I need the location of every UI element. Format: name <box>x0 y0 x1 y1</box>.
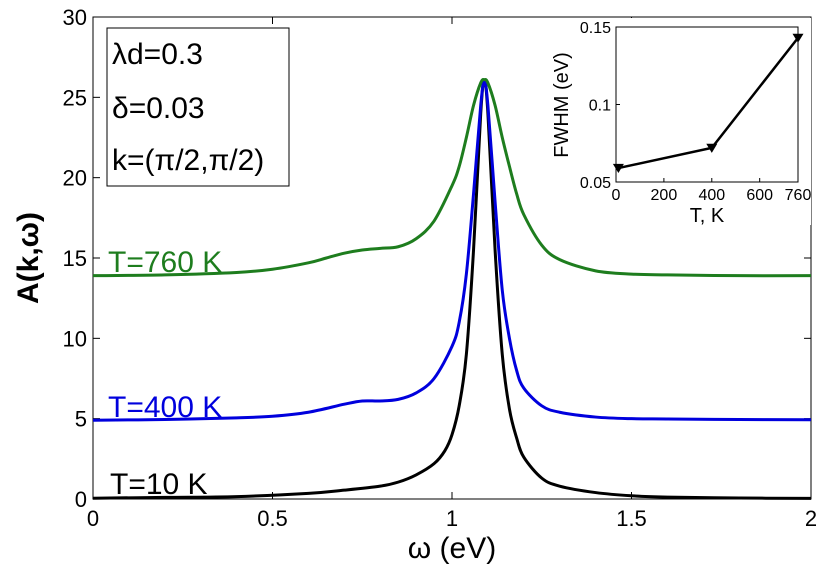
y-tick-label: 15 <box>63 246 87 271</box>
curve-t760 <box>92 78 812 278</box>
annotation-delta: δ=0.03 <box>112 92 205 125</box>
main-curves <box>92 78 812 500</box>
inset-x-axis-label: T, K <box>690 205 725 227</box>
inset-x-tick-label: 200 <box>651 187 678 204</box>
x-tick-label: 1 <box>446 506 458 531</box>
y-tick-label: 10 <box>63 326 87 351</box>
parameter-box <box>106 27 290 187</box>
x-axis-label: ω (eV) <box>408 532 496 565</box>
fwhm-marker <box>706 143 718 153</box>
x-tick-label: 0.5 <box>257 506 288 531</box>
inset-y-tick-label: 0.05 <box>580 175 611 192</box>
inset-plot: 0 200 400 600 760 0.05 0.1 0.15 T, K FWHM (eV) <box>551 18 811 227</box>
inset-axis-ticks: 0 200 400 600 760 0.05 0.1 0.15 <box>580 20 812 204</box>
annotation-lambda: λd=0.3 <box>112 38 203 71</box>
x-tick-label: 2 <box>805 506 817 531</box>
fwhm-marker <box>792 33 804 43</box>
x-tick-label: 0 <box>87 506 99 531</box>
y-tick-label: 20 <box>63 166 87 191</box>
inset-y-tick-label: 0.15 <box>580 20 611 37</box>
inset-x-tick-label: 0 <box>612 187 621 204</box>
inset-y-tick-label: 0.1 <box>589 98 611 115</box>
y-tick-label: 5 <box>75 407 87 432</box>
y-tick-label: 25 <box>63 85 87 110</box>
inset-x-tick-label: 760 <box>785 187 812 204</box>
label-t760: T=760 K <box>108 246 222 279</box>
label-t400: T=400 K <box>108 391 222 424</box>
inset-background <box>607 18 811 225</box>
inset-x-tick-label: 600 <box>746 187 773 204</box>
inset-y-axis-label: FWHM (eV) <box>551 52 573 158</box>
y-axis-label: A(k,ω) <box>12 212 45 304</box>
y-tick-label: 0 <box>75 487 87 512</box>
inset-x-tick-label: 400 <box>698 187 725 204</box>
label-t10: T=10 K <box>110 468 208 501</box>
curve-t400 <box>92 79 812 422</box>
inset-curves <box>612 33 804 173</box>
y-tick-label: 30 <box>63 5 87 30</box>
fwhm-marker <box>612 163 624 173</box>
annotation-k: k=(π/2,π/2) <box>112 144 264 177</box>
x-tick-label: 1.5 <box>616 506 647 531</box>
